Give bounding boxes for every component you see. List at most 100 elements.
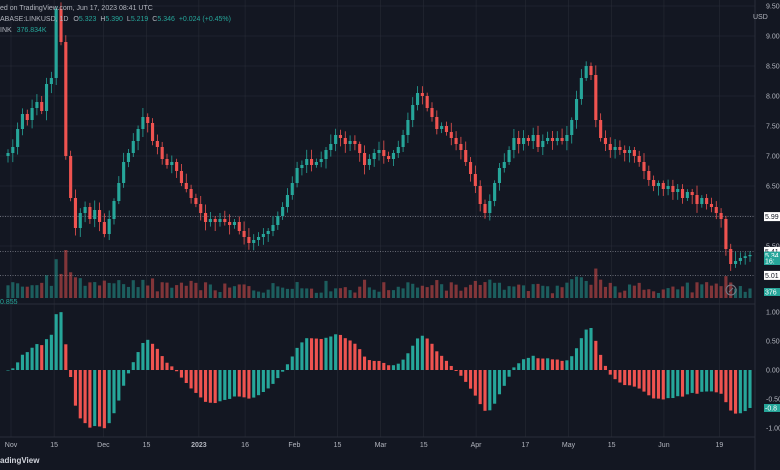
- time-tick-label: 15: [143, 442, 151, 449]
- candle-body: [608, 144, 612, 150]
- volume-bar: [64, 250, 68, 298]
- volume-bar: [83, 285, 87, 298]
- volume-bar: [228, 287, 232, 298]
- candle-body: [112, 201, 116, 219]
- candle-body: [35, 102, 39, 108]
- candle-body: [425, 96, 429, 108]
- oscillator-bar: [150, 343, 155, 370]
- candle-body: [444, 126, 449, 132]
- candle-body: [372, 153, 376, 159]
- oscillator-bar: [117, 370, 121, 401]
- candle-body: [449, 132, 453, 138]
- volume-bar: [748, 288, 752, 298]
- replay-icon[interactable]: [725, 284, 737, 296]
- oscillator-bar: [107, 370, 111, 424]
- volume-bar: [425, 287, 429, 298]
- candle-body: [136, 129, 140, 141]
- oscillator-bar: [570, 356, 574, 370]
- candle-body: [223, 219, 227, 222]
- volume-bar: [391, 290, 396, 298]
- volume-bar: [88, 282, 92, 298]
- candle-body: [242, 231, 246, 237]
- oscillator-bar: [642, 370, 646, 392]
- candle-body: [642, 162, 646, 171]
- candle-body: [584, 66, 588, 78]
- volume-bar: [526, 291, 530, 298]
- candle-body: [319, 159, 323, 162]
- volume-bar: [478, 284, 482, 298]
- price-level-tag: [764, 246, 780, 256]
- oscillator-bar: [671, 370, 675, 399]
- volume-bar: [141, 279, 145, 298]
- candle-body: [396, 147, 400, 153]
- time-tick-label: 16: [241, 442, 249, 449]
- oscillator-bar: [372, 360, 376, 370]
- volume-bar: [493, 282, 497, 298]
- oscillator-tick-label: 0.50: [766, 338, 780, 345]
- oscillator-bar: [146, 339, 150, 370]
- candle-body: [83, 207, 87, 213]
- volume-bar: [589, 284, 593, 298]
- candle-body: [16, 129, 20, 147]
- volume-bar: [406, 282, 410, 298]
- oscillator-bar: [647, 370, 651, 396]
- candle-body: [497, 168, 502, 183]
- volume-bar: [603, 286, 608, 298]
- candle-body: [579, 78, 583, 99]
- time-tick-label: Apr: [471, 442, 483, 449]
- oscillator-bar: [228, 370, 232, 399]
- candle-body: [141, 117, 145, 129]
- symbol-name: ABASE:LINKUSD, 1D: [0, 16, 69, 23]
- volume-bar: [232, 286, 237, 298]
- oscillator-bar: [247, 370, 251, 399]
- volume-bar: [247, 286, 251, 298]
- candle-body: [709, 204, 714, 207]
- volume-bar: [218, 292, 222, 298]
- oscillator-bar: [680, 370, 685, 397]
- volume-bar: [372, 289, 376, 298]
- candle-body: [329, 144, 333, 150]
- volume-bar: [276, 286, 280, 298]
- candle-body: [131, 141, 135, 153]
- oscillator-bar: [748, 370, 752, 408]
- volume-bar: [652, 291, 656, 298]
- oscillator-bar: [319, 338, 323, 370]
- candle-body: [483, 204, 487, 213]
- volume-bar: [122, 284, 126, 298]
- volume-bar: [146, 285, 150, 298]
- oscillator-bar: [170, 366, 174, 370]
- oscillator-bar: [367, 360, 371, 370]
- volume-bar: [78, 278, 82, 298]
- time-tick-label: 2023: [191, 442, 207, 449]
- candle-body: [300, 165, 304, 168]
- candle-body: [435, 117, 439, 129]
- oscillator-bar: [459, 370, 463, 376]
- price-tag: [764, 251, 780, 260]
- candle-body: [324, 150, 328, 159]
- candle-body: [218, 219, 222, 222]
- oscillator-bar: [411, 345, 415, 370]
- oscillator-bar: [155, 348, 159, 370]
- oscillator-bar: [73, 370, 78, 406]
- candle-body: [647, 171, 651, 180]
- candle-body: [627, 150, 632, 153]
- candle-body: [348, 141, 352, 144]
- symbol-legend: ABASE:LINKUSD, 1D O5.323 H5.390 L5.219 C…: [0, 16, 231, 23]
- oscillator-bar: [435, 351, 439, 370]
- oscillator-bar: [733, 370, 738, 414]
- volume-bar: [40, 282, 44, 298]
- volume-bar: [324, 280, 328, 298]
- price-tag-label: 16:: [765, 259, 775, 266]
- volume-bar: [309, 288, 314, 298]
- oscillator-bar: [613, 370, 617, 380]
- oscillator-bar: [415, 338, 420, 370]
- oscillator-bar: [454, 370, 458, 371]
- candle-body: [565, 135, 569, 141]
- candle-body: [78, 213, 82, 228]
- candlestick-series: [6, 2, 752, 271]
- candle-body: [676, 189, 680, 192]
- volume-bar: [16, 283, 20, 298]
- price-level-tag-label: 5.01: [765, 273, 779, 280]
- candle-body: [637, 156, 641, 162]
